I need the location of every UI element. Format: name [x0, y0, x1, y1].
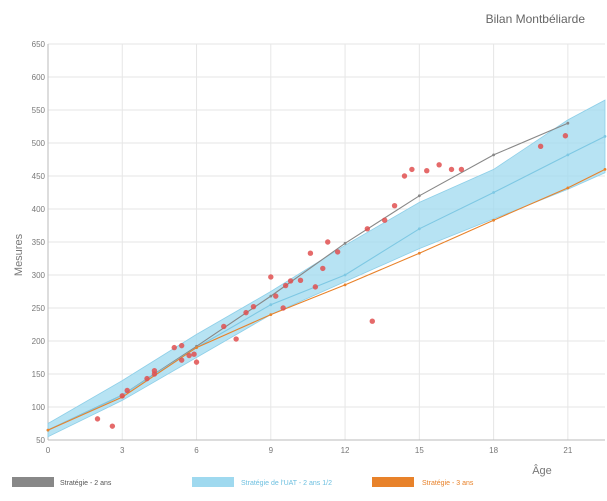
observation-point [171, 344, 177, 351]
observation-point [424, 168, 430, 174]
observation-point [243, 309, 249, 316]
observation-point [250, 303, 257, 310]
x-tick-label: 15 [415, 446, 424, 455]
y-tick-label: 250 [32, 304, 46, 313]
observation-point [364, 226, 371, 232]
observation-point [193, 359, 200, 365]
y-tick-label: 650 [32, 40, 46, 49]
y-tick-label: 450 [32, 172, 46, 181]
series-point [566, 121, 570, 125]
observation-point [268, 274, 274, 280]
series-point [603, 135, 607, 138]
y-tick-label: 150 [32, 370, 46, 379]
series-point [269, 303, 273, 307]
observation-point [369, 318, 375, 324]
observation-point [401, 173, 408, 179]
observation-points [94, 133, 569, 429]
observation-point [297, 277, 304, 283]
y-axis-label: Mesures [13, 233, 25, 276]
observation-point [109, 423, 116, 429]
legend-strategie-3-ans-label: Stratégie - 3 ans [422, 480, 474, 487]
observation-point [124, 387, 130, 394]
chart-title: Bilan Montbéliarde [486, 12, 586, 26]
observation-point [381, 217, 388, 223]
x-tick-label: 18 [489, 446, 498, 455]
observation-point [325, 239, 331, 245]
legend-strategie-uat-swatch [192, 477, 234, 487]
observation-point [94, 416, 101, 422]
y-tick-label: 300 [32, 271, 46, 280]
observation-point [312, 284, 319, 290]
observation-point [448, 166, 455, 173]
x-tick-label: 9 [269, 446, 274, 455]
tick-labels: 50 100 150 200 250 300 350 400 450 500 550 600 650 0 3… [32, 40, 573, 455]
series-point [417, 194, 421, 198]
observation-point [151, 368, 158, 374]
y-tick-label: 350 [32, 238, 46, 247]
observation-point [391, 203, 398, 209]
observation-point [562, 133, 569, 139]
series-point [492, 191, 495, 194]
series-point [46, 428, 50, 432]
x-tick-label: 3 [120, 446, 125, 455]
x-tick-label: 6 [194, 446, 199, 455]
observation-point [178, 342, 185, 349]
observation-point [320, 265, 326, 272]
series-point [343, 283, 347, 287]
series-point [269, 313, 273, 316]
series-point [492, 218, 495, 222]
observation-point [144, 375, 150, 382]
legend-strategie-2-ans-label: Stratégie - 2 ans [60, 480, 112, 487]
y-tick-label: 200 [32, 337, 46, 346]
uat-band [47, 99, 606, 438]
x-tick-label: 0 [46, 446, 51, 455]
observation-point [287, 278, 294, 284]
y-tick-label: 500 [32, 139, 46, 148]
observation-point [334, 249, 341, 255]
y-tick-label: 400 [32, 205, 46, 214]
series-point [195, 346, 198, 349]
legend: Stratégie - 2 ans Stratégie de l'UAT - 2 … [12, 477, 474, 487]
x-tick-label: 12 [341, 446, 350, 455]
x-axis-label: Âge [532, 464, 552, 477]
legend-strategie-3-ans-swatch [372, 477, 414, 487]
observation-point [409, 166, 415, 173]
series-point [492, 153, 495, 157]
legend-strategie-2-ans-swatch [12, 477, 54, 487]
series-point [269, 294, 273, 298]
x-tick-label: 21 [563, 446, 572, 455]
observation-point [186, 352, 192, 359]
observation-point [307, 250, 314, 256]
series-point [343, 273, 347, 277]
observation-point [221, 323, 227, 330]
observation-point [191, 351, 197, 357]
series-point [603, 168, 607, 171]
observation-point [458, 166, 465, 173]
observation-point [282, 282, 289, 289]
y-tick-label: 550 [32, 106, 46, 115]
series-point [417, 251, 421, 255]
observation-point [436, 162, 442, 168]
y-tick-label: 600 [32, 73, 46, 82]
series-point [566, 153, 570, 157]
y-tick-label: 50 [36, 436, 45, 445]
observation-point [537, 143, 544, 149]
observation-point [178, 357, 185, 363]
series-point [343, 241, 347, 245]
series-point [417, 227, 421, 231]
observation-point [273, 293, 279, 299]
legend-strategie-uat-label: Stratégie de l'UAT - 2 ans 1/2 [241, 480, 332, 487]
observation-point [233, 336, 239, 342]
y-tick-label: 100 [32, 403, 46, 412]
series-point [566, 186, 570, 190]
observation-point [119, 393, 125, 399]
observation-point [280, 305, 286, 311]
